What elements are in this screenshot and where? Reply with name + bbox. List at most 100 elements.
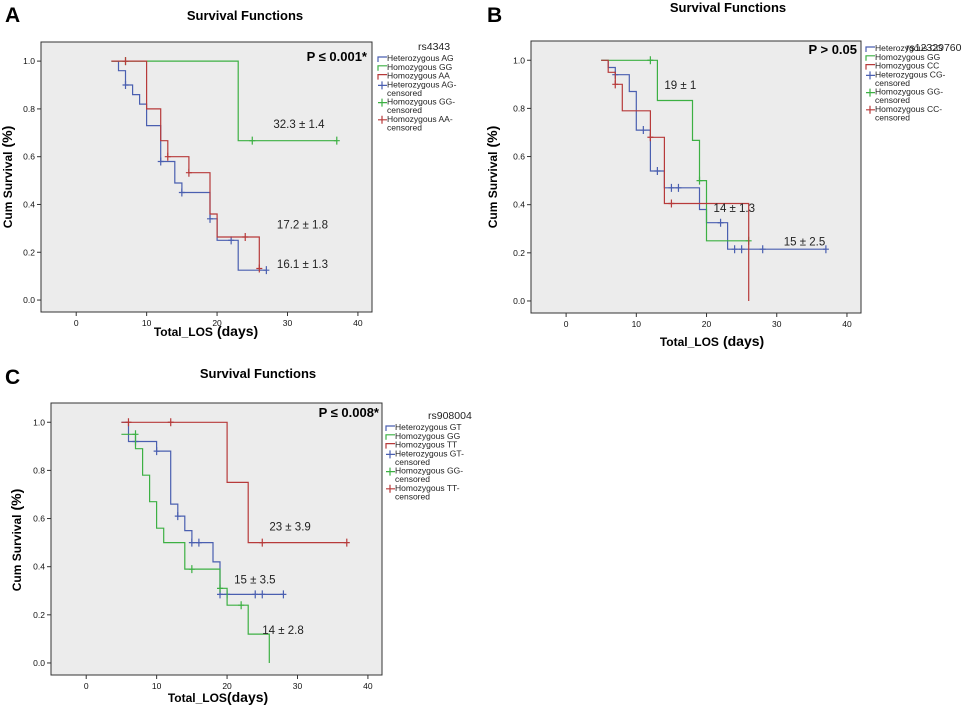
legend-swatch-line [385,425,395,431]
x-tick-label: 10 [632,319,642,329]
median-annotation: 19 ± 1 [664,80,696,92]
legend-label: Homozygous GG- [387,97,455,107]
legend-label: censored [875,112,910,122]
censor-mark [668,183,675,192]
legend-swatch-cross [378,81,387,90]
censor-mark [259,538,266,547]
x-tick-label: 40 [363,681,373,691]
plot-area [40,41,373,313]
censor-mark [228,236,235,245]
censor-mark [178,188,185,197]
x-tick-label: 30 [293,681,303,691]
censor-mark [132,430,139,439]
censor-mark [759,245,766,254]
legend-swatch-line [865,63,875,70]
x-axis-label-unit: (days) [227,689,268,705]
legend-label: Heterozygous AG- [387,79,457,89]
legend-title: rs908004 [428,410,472,422]
legend-label: Homozygous GG [875,52,940,62]
censor-mark [647,133,654,142]
chart-title: Survival Functions [670,0,786,15]
p-value: P > 0.05 [808,42,857,57]
legend-label: Heterozygous CG [875,43,943,53]
x-axis-label-main: Total_LOS [168,691,227,705]
censor-mark [157,157,164,166]
censor-mark [207,214,214,223]
censor-mark [647,56,654,65]
censor-mark [654,166,661,175]
legend-label: Homozygous GG [387,62,452,72]
censor-mark [185,168,192,177]
median-annotation: 15 ± 2.5 [784,237,825,249]
legend-label: censored [395,491,430,501]
x-tick-label: 0 [564,319,569,329]
censor-mark [717,218,724,227]
x-axis-label-main: Total_LOS [660,335,719,349]
censor-mark [122,81,129,90]
y-axis-label-main: Cum Survival [1,152,15,229]
y-tick-label: 1.0 [23,56,35,66]
legend-label: Heterozygous CG- [875,69,946,79]
legend-label: Homozygous GG [395,431,460,441]
legend-label: censored [395,474,430,484]
legend-swatch-line [385,434,395,440]
legend-swatch-cross [386,467,395,476]
censor-mark [164,152,171,161]
y-tick-label: 0.6 [513,152,525,162]
censor-mark [122,57,129,66]
series-line-2 [111,60,337,142]
censor-mark [612,80,619,89]
censor-mark [259,590,266,599]
y-tick-label: 0.2 [33,610,45,620]
censor-mark [238,601,245,610]
y-tick-label: 0.0 [513,296,525,306]
legend-label: censored [387,122,422,132]
median-annotation: 14 ± 1.3 [714,203,755,215]
y-tick-label: 1.0 [513,55,525,65]
censor-mark [125,418,132,427]
x-tick-label: 10 [152,681,162,691]
legend-label: Heterozygous GT [395,422,462,432]
panel-letter-a: A [5,4,20,27]
panel-letter-c: C [5,366,20,389]
y-tick-label: 0.6 [33,514,45,524]
legend-label: censored [387,88,422,98]
legend-swatch-cross [866,105,875,114]
legend-swatch-cross [386,484,395,493]
censor-mark [188,538,195,547]
y-tick-label: 0.4 [23,199,35,209]
panel-a: A Survival Functions 0.0 0.2 0.4 0.6 0.8 1.0 0… [0,4,457,339]
chart-title: Survival Functions [200,366,316,381]
censor-mark [242,232,249,241]
y-tick-label: 0.6 [23,152,35,162]
legend-label: Homozygous AA [387,71,450,81]
y-tick-label: 0.0 [23,295,35,305]
y-tick-label: 0.2 [513,248,525,258]
p-value: P ≤ 0.001* [307,49,368,64]
y-tick-label: 0.8 [23,104,35,114]
x-axis-label: Total_LOS (days) [154,323,258,339]
censor-mark [675,183,682,192]
y-axis-label-unit: (%) [484,126,500,148]
series-line-1 [121,421,284,595]
legend-swatch-line [385,443,395,449]
legend-label: censored [395,457,430,467]
legend-label: Homozygous CC [875,61,939,71]
x-tick-label: 30 [772,319,782,329]
legend-label: Homozygous TT- [395,483,460,493]
legend-swatch-line [865,46,875,52]
y-tick-label: 0.4 [33,562,45,572]
censor-mark [153,447,160,456]
x-tick-label: 30 [283,318,293,328]
censor-mark [256,264,263,273]
legend-swatch-line [377,74,387,80]
x-tick-label: 20 [702,319,712,329]
censor-mark [333,136,340,145]
censor-mark [263,266,270,275]
x-tick-label: 20 [222,681,232,691]
median-annotation: 17.2 ± 1.8 [277,219,328,231]
y-tick-label: 1.0 [33,417,45,427]
x-tick-label: 10 [142,318,152,328]
p-value: P ≤ 0.008* [319,405,380,420]
